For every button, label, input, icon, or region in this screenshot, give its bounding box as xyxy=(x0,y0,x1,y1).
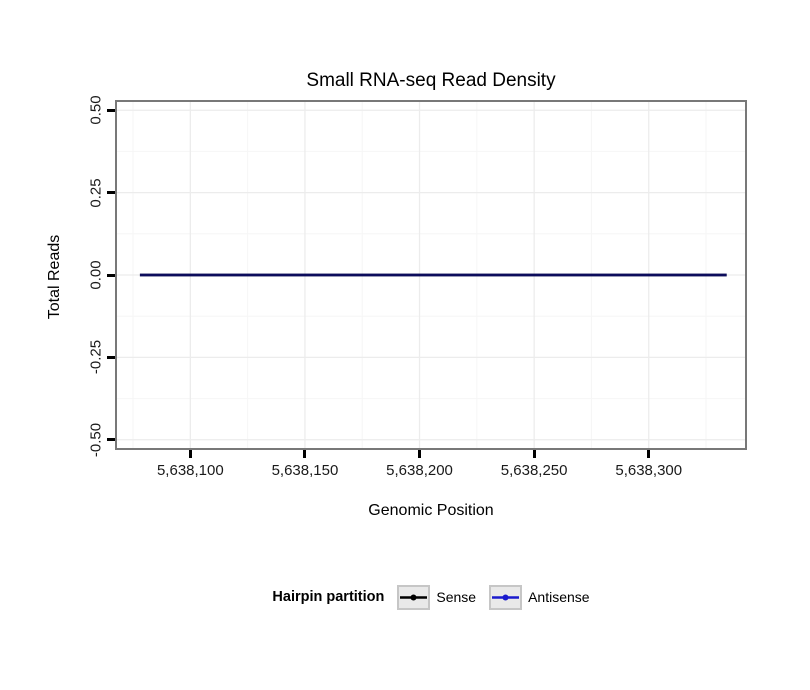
legend-item-sense: Sense xyxy=(397,584,477,610)
y-tick-mark xyxy=(107,273,115,277)
legend-glyph-line-point xyxy=(492,594,520,600)
legend-label-antisense: Antisense xyxy=(528,589,590,605)
x-tick-mark xyxy=(303,450,307,458)
legend-label-sense: Sense xyxy=(436,589,477,605)
y-tick-label: 0.25 xyxy=(87,178,105,208)
legend-item-antisense: Antisense xyxy=(489,584,590,610)
x-tick-label: 5,638,150 xyxy=(271,462,339,479)
y-axis-label: Total Reads xyxy=(46,234,63,320)
x-tick-label: 5,638,200 xyxy=(386,462,453,479)
plot-area xyxy=(117,102,745,448)
x-tick-mark xyxy=(647,450,651,458)
legend-glyph-line-point xyxy=(400,594,428,600)
y-tick-mark xyxy=(107,438,115,442)
x-tick-label: 5,638,300 xyxy=(615,462,683,479)
legend: Hairpin partition Sense Antisense xyxy=(115,583,747,611)
x-tick-mark xyxy=(532,450,536,458)
y-tick-label: -0.25 xyxy=(87,340,105,375)
legend-title: Hairpin partition xyxy=(272,589,385,605)
y-tick-label: 0.50 xyxy=(87,95,105,125)
x-tick-label: 5,638,100 xyxy=(156,462,224,479)
plot-panel xyxy=(115,100,747,450)
legend-key-antisense xyxy=(489,584,523,610)
x-tick-mark xyxy=(418,450,422,458)
y-tick-label: 0.00 xyxy=(87,260,105,290)
legend-key-sense xyxy=(397,584,431,610)
y-tick-mark xyxy=(107,191,115,195)
y-tick-mark xyxy=(107,108,115,112)
y-tick-label: -0.50 xyxy=(87,422,105,457)
chart-title: Small RNA-seq Read Density xyxy=(306,70,556,91)
x-tick-mark xyxy=(188,450,192,458)
x-axis-label: Genomic Position xyxy=(368,502,494,519)
y-tick-mark xyxy=(107,355,115,359)
x-tick-label: 5,638,250 xyxy=(500,462,568,479)
